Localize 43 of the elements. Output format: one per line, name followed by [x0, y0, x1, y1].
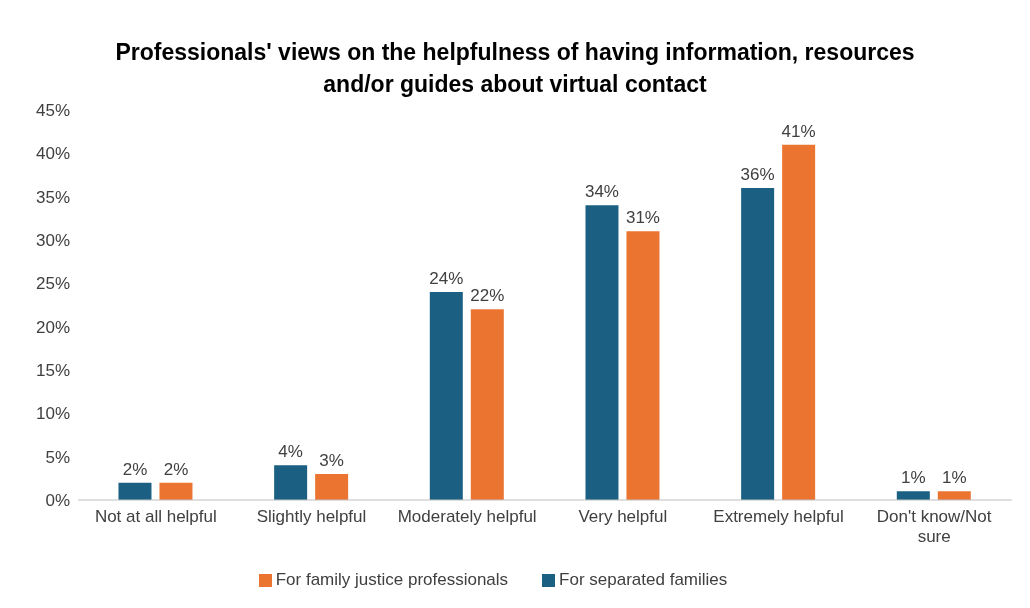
chart-title: Professionals' views on the helpfulness of having information, resources and/or guides about virtual contact [114, 38, 916, 99]
data-label: 2% [122, 459, 148, 479]
data-label: 22% [470, 286, 505, 306]
x-tick-label: Moderately helpful [397, 507, 537, 526]
data-label: 31% [625, 208, 660, 228]
data-label: 1% [901, 468, 926, 488]
bar [896, 491, 930, 500]
data-label: 1% [942, 468, 967, 488]
bar [937, 491, 971, 500]
bar [470, 309, 504, 500]
x-tick-label: Extremely helpful [713, 507, 844, 526]
y-tick-label: 15% [35, 361, 70, 381]
bar [274, 465, 308, 500]
legend-label: For family justice professionals [275, 570, 509, 589]
bar [315, 474, 349, 500]
data-label: 24% [429, 269, 464, 288]
data-label: 36% [740, 165, 775, 184]
data-label: 2% [163, 459, 189, 479]
y-tick-label: 35% [35, 187, 70, 207]
bar [585, 205, 619, 500]
y-tick-label: 40% [35, 144, 70, 164]
bar [159, 482, 193, 500]
y-tick-label: 45% [35, 101, 70, 121]
y-tick-label: 30% [35, 231, 70, 251]
data-label: 41% [781, 121, 816, 141]
bar [429, 292, 463, 500]
y-tick-label: 25% [35, 274, 70, 294]
legend-label: For separated families [559, 570, 728, 589]
y-tick-label: 20% [35, 317, 70, 337]
y-tick-label: 5% [45, 447, 70, 467]
y-tick-label: 10% [35, 404, 70, 424]
bar [741, 188, 775, 500]
x-tick-label: Very helpful [578, 507, 668, 526]
bar [626, 231, 660, 500]
x-tick-label: Don't know/Not sure [876, 507, 992, 546]
bar [118, 482, 152, 500]
y-tick-label: 0% [45, 491, 70, 511]
x-tick-label: Not at all helpful [94, 507, 217, 526]
data-label: 3% [319, 451, 344, 470]
data-label: 34% [584, 182, 619, 202]
data-label: 4% [278, 442, 303, 462]
bar [782, 144, 816, 500]
x-tick-label: Slightly helpful [256, 507, 367, 526]
